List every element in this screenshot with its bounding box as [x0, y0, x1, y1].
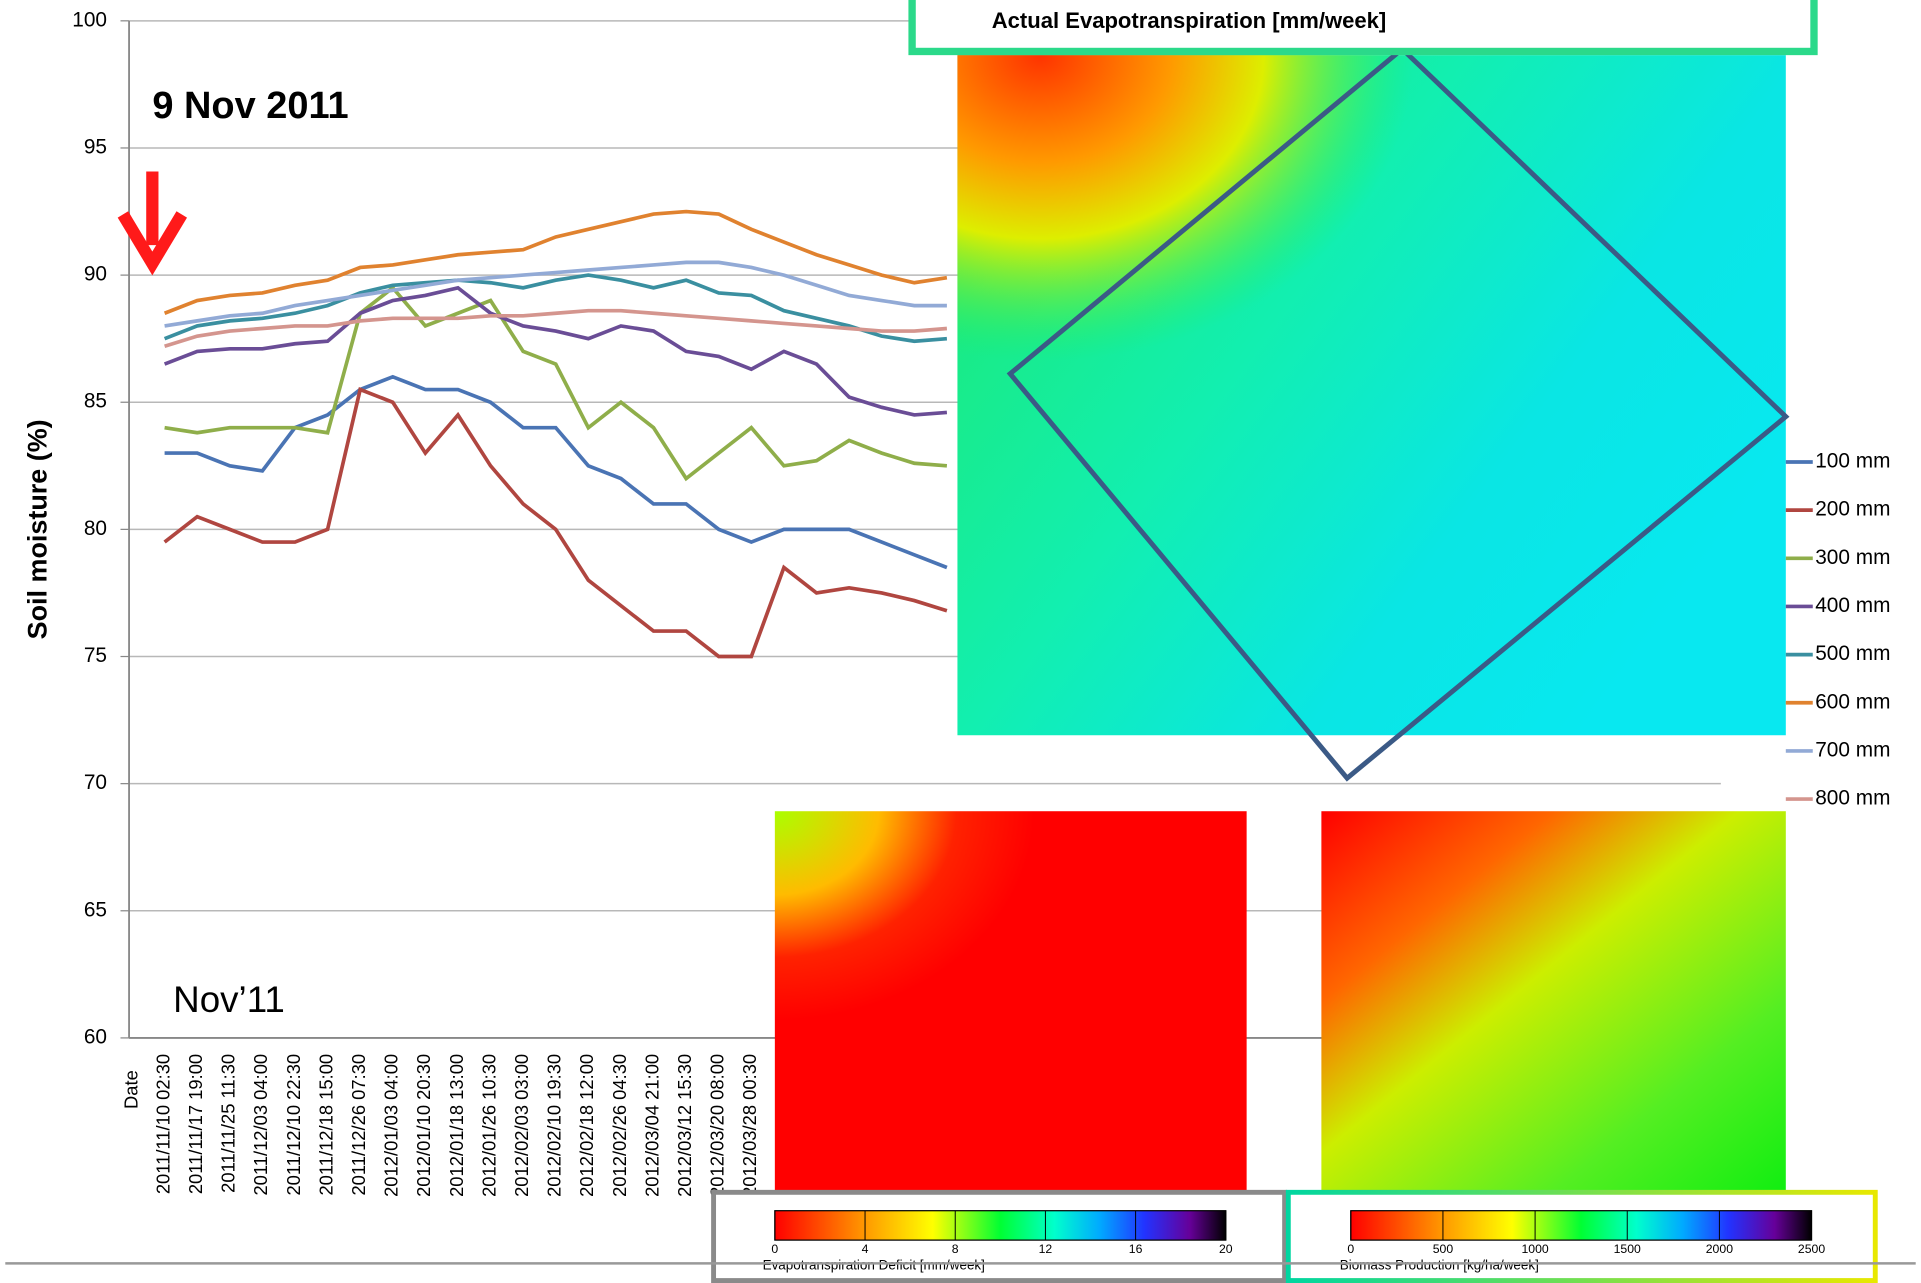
colorbar-tick-label: 500	[1433, 1242, 1454, 1256]
annotation: Nov’11	[173, 979, 285, 1020]
series-line	[163, 285, 948, 417]
colorbar-tick-label: 0	[1347, 1242, 1354, 1256]
red-arrow	[117, 171, 188, 276]
x-tick-label: 2011/11/25 11:30	[218, 1054, 239, 1193]
y-axis-label: Soil moisture (%)	[23, 419, 53, 639]
series-line	[163, 273, 948, 344]
legend-label: 500 mm	[1815, 642, 1890, 665]
deficit-colorbar: Evapotranspiration Deficit [mm/week]	[711, 1189, 1288, 1283]
x-tick-label: 2012/03/20 08:00	[707, 1054, 728, 1197]
y-tick-label: 75	[84, 644, 107, 667]
y-tick-label: 95	[84, 135, 107, 158]
x-tick-label: 2011/12/10 22:30	[283, 1054, 304, 1196]
colorbar-tick-label: 1500	[1614, 1242, 1641, 1256]
deficit-map	[774, 811, 1247, 1192]
x-tick-label: 2012/02/26 04:30	[609, 1054, 630, 1197]
colorbar-tick-label: 8	[952, 1242, 959, 1256]
x-tick-label: 2011/12/26 07:30	[348, 1054, 369, 1196]
y-tick-label: 60	[84, 1025, 107, 1048]
legend-label: 100 mm	[1815, 449, 1890, 472]
colorbar-tick-label: 20	[1219, 1242, 1233, 1256]
x-tick-label: 2011/11/10 02:30	[152, 1054, 173, 1194]
x-tick-label: 2012/02/10 19:30	[544, 1054, 565, 1197]
legend-label: 200 mm	[1815, 498, 1890, 521]
legend-label: 700 mm	[1815, 738, 1890, 761]
x-tick-label: 2012/01/03 04:00	[381, 1054, 402, 1197]
x-tick-label: 2012/03/28 00:30	[739, 1054, 760, 1197]
x-tick-label: 2012/03/04 21:00	[641, 1054, 662, 1197]
colorbar-tick-label: 12	[1039, 1242, 1053, 1256]
y-tick-label: 100	[72, 8, 107, 31]
x-tick-label: 2012/01/18 13:00	[446, 1054, 467, 1197]
x-tick-label: 2012/02/18 12:00	[576, 1054, 597, 1197]
colorbar-tick-label: 0	[771, 1242, 778, 1256]
legend-label: 400 mm	[1815, 594, 1890, 617]
y-tick-label: 85	[84, 390, 107, 413]
x-tick-label: 2011/12/18 15:00	[315, 1054, 336, 1196]
colorbar-tick-label: 16	[1129, 1242, 1143, 1256]
x-tick-label: 2012/01/10 20:30	[413, 1054, 434, 1197]
series-line	[164, 308, 948, 349]
y-tick-label: 65	[84, 898, 107, 921]
et-map	[957, 45, 1790, 782]
series-line	[164, 374, 948, 570]
x-tick-label: 2012/01/26 10:30	[478, 1054, 499, 1197]
legend: 100 mm 200 mm 300 mm 400 mm 500 mm 600 mm 700 …	[1785, 449, 1890, 810]
x-axis-label: Date	[121, 1070, 142, 1109]
colorbar-tick-label: 2000	[1706, 1242, 1733, 1256]
colorbar-tick-label: 1000	[1521, 1242, 1548, 1256]
x-tick-label: 2011/11/17 19:00	[185, 1054, 206, 1194]
x-tick-label: 2011/12/03 04:00	[250, 1054, 271, 1196]
series-line	[163, 209, 948, 315]
et-colorbar: Actual Evapotranspiration [mm/week]	[908, 0, 1818, 56]
series-line	[164, 260, 947, 328]
y-tick-label: 70	[84, 771, 107, 794]
series-line	[164, 285, 948, 482]
colorbar-title: Actual Evapotranspiration [mm/week]	[992, 8, 1386, 33]
x-tick-label: 2012/02/03 03:00	[511, 1054, 532, 1197]
biomass-colorbar: Biomass Production [kg/ha/week]	[1285, 1189, 1878, 1283]
series-line	[163, 387, 948, 659]
y-tick-label: 80	[84, 517, 107, 540]
legend-label: 600 mm	[1815, 690, 1890, 713]
biomass-map	[1321, 811, 1786, 1192]
colorbar-tick-label: 2500	[1798, 1242, 1825, 1256]
colorbar-title: Biomass Production [kg/ha/week]	[1340, 1257, 1539, 1272]
colorbar-title: Evapotranspiration Deficit [mm/week]	[763, 1257, 985, 1272]
legend-label: 800 mm	[1815, 787, 1890, 810]
y-tick-label: 90	[84, 263, 107, 286]
annotation: 9 Nov 2011	[152, 85, 348, 127]
legend-label: 300 mm	[1815, 546, 1890, 569]
colorbar-tick-label: 4	[862, 1242, 869, 1256]
x-tick-label: 2012/03/12 15:30	[674, 1054, 695, 1197]
